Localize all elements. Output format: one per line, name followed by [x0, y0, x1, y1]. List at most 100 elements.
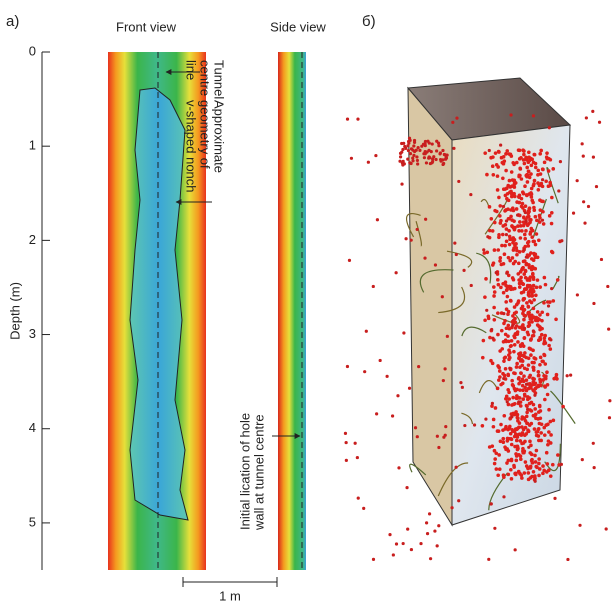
- event-dot: [533, 477, 537, 481]
- event-dot: [504, 338, 508, 342]
- event-dot: [521, 190, 525, 194]
- event-dot: [520, 473, 524, 477]
- event-dot: [537, 370, 541, 374]
- event-dot: [501, 381, 505, 385]
- event-dot: [503, 159, 507, 163]
- event-dot: [534, 293, 538, 297]
- event-dot: [510, 437, 514, 441]
- event-dot: [425, 161, 428, 164]
- event-dot: [543, 433, 547, 437]
- event-dot: [496, 248, 500, 252]
- event-dot: [518, 421, 522, 425]
- event-dot: [439, 160, 442, 163]
- annotation-line: Approximate: [212, 100, 227, 173]
- event-dot: [531, 272, 535, 276]
- event-dot: [522, 297, 526, 301]
- event-dot: [443, 367, 446, 370]
- event-dot: [523, 233, 527, 237]
- event-dot: [416, 228, 419, 231]
- event-dot: [549, 474, 553, 478]
- event-dot: [431, 142, 434, 145]
- event-dot: [402, 331, 405, 334]
- event-dot: [436, 435, 439, 438]
- event-dot: [540, 319, 544, 323]
- event-dot: [504, 300, 508, 304]
- event-dot: [520, 425, 524, 429]
- panel-label: a): [6, 13, 19, 30]
- event-dot: [537, 374, 541, 378]
- event-dot: [495, 271, 498, 274]
- event-dot: [406, 528, 409, 531]
- event-dot: [527, 363, 531, 367]
- event-dot: [607, 328, 610, 331]
- event-dot: [501, 372, 505, 376]
- event-dot: [541, 167, 545, 171]
- event-dot: [532, 329, 535, 332]
- event-dot: [512, 246, 516, 250]
- event-dot: [521, 323, 525, 327]
- event-dot: [501, 437, 505, 441]
- event-dot: [528, 206, 532, 210]
- event-dot: [530, 459, 534, 463]
- event-dot: [363, 370, 366, 373]
- event-dot: [545, 370, 549, 374]
- event-dot: [526, 241, 530, 245]
- event-dot: [412, 154, 415, 157]
- event-dot: [534, 243, 538, 247]
- notch-outline: [130, 88, 188, 520]
- event-dot: [530, 235, 534, 239]
- event-dot: [532, 206, 536, 210]
- annotation-line: wall at tunnel centre: [251, 414, 266, 531]
- event-dot: [525, 166, 529, 170]
- event-dot: [520, 229, 524, 233]
- event-dot: [417, 365, 420, 368]
- event-dot: [515, 362, 519, 366]
- event-dot: [493, 457, 497, 461]
- event-dot: [516, 416, 520, 420]
- event-dot: [424, 218, 427, 221]
- event-dot: [523, 327, 526, 330]
- event-dot: [415, 155, 418, 158]
- event-dot: [569, 374, 572, 377]
- event-dot: [566, 374, 569, 377]
- event-dot: [523, 248, 526, 251]
- event-dot: [517, 262, 521, 266]
- event-dot: [538, 405, 542, 409]
- event-dot: [533, 394, 536, 397]
- event-dot: [548, 300, 552, 304]
- event-dot: [492, 306, 496, 310]
- event-dot: [345, 459, 348, 462]
- event-dot: [453, 242, 456, 245]
- event-dot: [409, 139, 412, 142]
- event-dot: [543, 384, 547, 388]
- event-dot: [418, 149, 421, 152]
- event-dot: [367, 161, 370, 164]
- event-dot: [524, 269, 528, 273]
- event-dot: [493, 527, 496, 530]
- event-dot: [539, 356, 543, 360]
- event-dot: [549, 158, 553, 162]
- event-dot: [428, 512, 431, 515]
- event-dot: [401, 148, 404, 151]
- event-dot: [523, 237, 527, 241]
- event-dot: [525, 404, 529, 408]
- event-dot: [425, 521, 428, 524]
- event-dot: [530, 294, 534, 298]
- figure: a) Front view Side view Depth (m) Tunnel…: [0, 0, 616, 604]
- event-dot: [510, 458, 514, 462]
- event-dot: [523, 336, 527, 340]
- event-dot: [513, 430, 517, 434]
- event-dot: [503, 445, 507, 449]
- event-dot: [507, 358, 511, 362]
- event-dot: [530, 383, 534, 387]
- event-dot: [522, 354, 526, 358]
- event-dot: [481, 356, 485, 360]
- event-dot: [497, 283, 501, 287]
- event-dot: [497, 233, 501, 237]
- event-dot: [525, 220, 528, 223]
- event-dot: [496, 278, 500, 282]
- event-dot: [547, 184, 551, 188]
- event-dot: [524, 211, 527, 214]
- event-dot: [582, 155, 585, 158]
- event-dot: [532, 153, 536, 157]
